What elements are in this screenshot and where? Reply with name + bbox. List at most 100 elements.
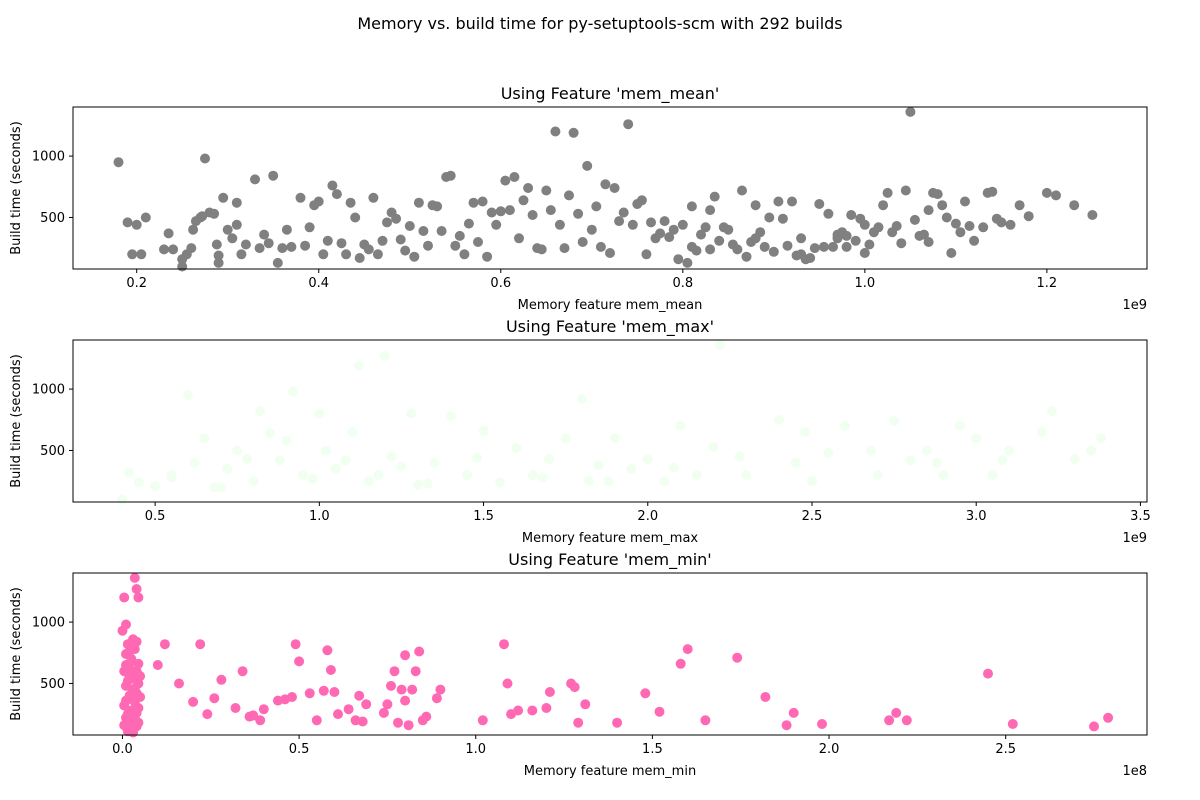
data-point [859, 248, 870, 258]
x-tick-label: 2.5 [802, 509, 823, 524]
data-point [787, 196, 797, 207]
data-point [682, 257, 693, 268]
data-point [932, 189, 943, 200]
x-tick-label: 2.0 [819, 742, 840, 757]
data-point [593, 460, 604, 471]
data-point [654, 706, 665, 717]
data-point [403, 720, 414, 731]
scatter-panel-3: 0.0 0.5 1.0 1.5 2.0 2.5 500 1000 Using Feature '… [9, 550, 1148, 779]
data-point [614, 216, 625, 227]
data-point [996, 217, 1007, 228]
data-point [307, 473, 318, 484]
data-point [873, 222, 884, 233]
data-point [304, 688, 315, 699]
data-point [378, 707, 389, 718]
data-point [891, 707, 902, 718]
data-point [969, 235, 980, 246]
data-point [382, 217, 392, 228]
data-point [1007, 719, 1018, 729]
data-point [946, 248, 957, 258]
data-point [764, 212, 775, 223]
data-point [240, 239, 251, 250]
data-point [541, 703, 552, 713]
data-point [113, 157, 124, 168]
data-point [502, 678, 513, 689]
data-point [343, 704, 354, 715]
data-point [400, 695, 411, 706]
data-point [1005, 219, 1016, 230]
data-point [541, 185, 552, 196]
data-point [864, 239, 875, 250]
data-point [123, 467, 134, 478]
data-point [809, 243, 820, 254]
data-point [386, 680, 396, 691]
data-point [732, 244, 743, 255]
data-point [603, 476, 614, 487]
data-point [987, 470, 998, 480]
data-point [741, 470, 752, 480]
data-point [1103, 712, 1114, 723]
data-point [400, 650, 411, 661]
x-tick-label: 0.2 [126, 276, 147, 291]
data-point [202, 709, 213, 720]
data-point [327, 180, 338, 191]
data-point [119, 592, 130, 603]
data-point [573, 717, 584, 728]
data-point [431, 693, 442, 704]
data-point [272, 257, 283, 268]
data-point [580, 699, 591, 710]
data-point [393, 717, 403, 728]
data-point [281, 435, 292, 446]
data-point [591, 201, 602, 212]
data-point [183, 390, 193, 401]
y-axis-label: Build time (seconds) [9, 587, 24, 721]
data-point [823, 447, 834, 458]
data-point [677, 219, 688, 230]
panel-title: Using Feature 'mem_max' [506, 317, 714, 337]
data-point [422, 478, 433, 489]
data-point [734, 451, 745, 462]
data-point [354, 253, 365, 263]
data-point [236, 249, 247, 260]
data-point [659, 476, 670, 487]
data-point [1086, 445, 1097, 456]
data-point [841, 230, 852, 241]
data-point [669, 462, 679, 473]
data-point [938, 470, 949, 480]
data-point [435, 684, 446, 695]
data-point [290, 639, 301, 650]
data-point [297, 470, 308, 480]
data-point [495, 206, 506, 217]
data-point [823, 208, 834, 219]
data-point [287, 692, 297, 702]
data-point [135, 671, 146, 682]
data-point [163, 228, 174, 239]
data-point [372, 249, 383, 260]
data-point [560, 433, 571, 444]
data-point [708, 441, 719, 452]
data-point [199, 433, 210, 444]
data-point [504, 205, 515, 216]
data-point [941, 212, 952, 223]
y-tick-label: 1000 [32, 150, 65, 165]
data-point [188, 224, 199, 235]
data-point [536, 244, 547, 255]
data-point [705, 205, 716, 216]
x-tick-label: 1.5 [642, 742, 663, 757]
data-point [513, 705, 524, 716]
data-point [500, 175, 511, 186]
data-point [347, 427, 358, 437]
data-point [668, 224, 679, 235]
data-point [354, 690, 365, 701]
data-point [583, 476, 594, 487]
data-point [544, 454, 555, 464]
data-point [409, 251, 420, 262]
x-tick-label: 1.2 [1037, 276, 1058, 291]
x-tick-label: 1.5 [473, 509, 494, 524]
x-tick-label: 0.0 [112, 742, 133, 757]
data-point [288, 386, 299, 397]
data-point [732, 652, 743, 663]
data-point [1041, 187, 1052, 198]
data-point [664, 232, 675, 243]
